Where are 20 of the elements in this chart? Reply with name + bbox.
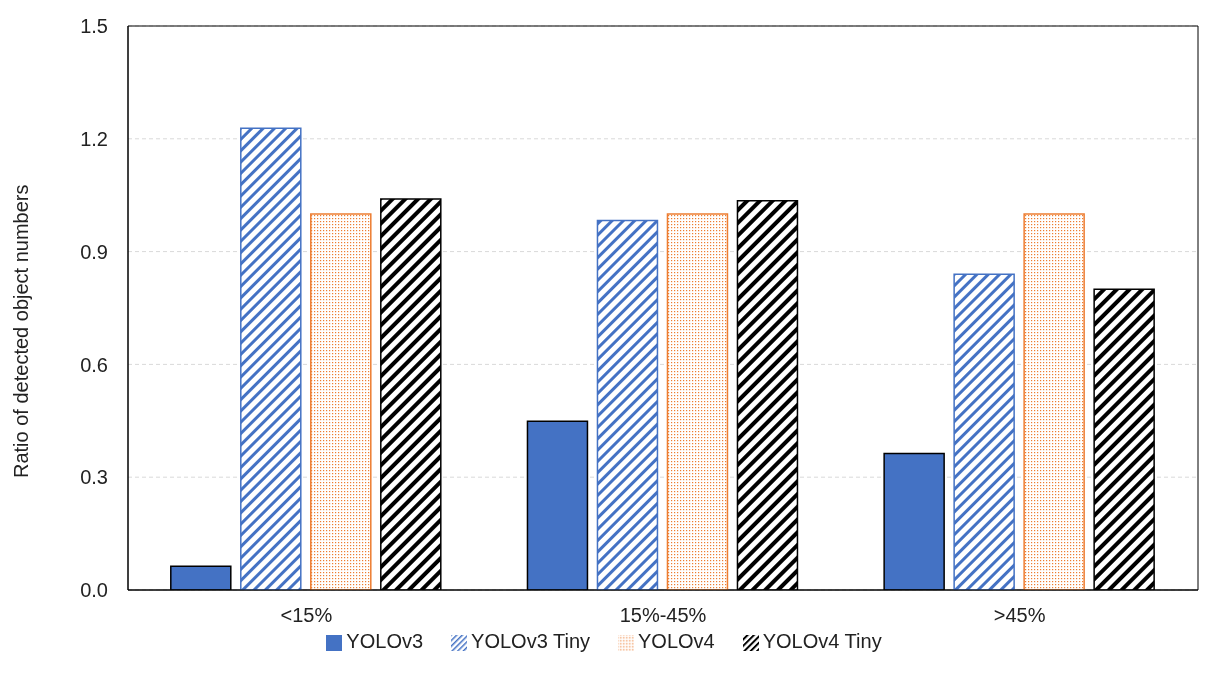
y-tick-label: 0.0 xyxy=(80,579,108,602)
x-tick-label: >45% xyxy=(993,604,1046,627)
legend-label: YOLOv3 xyxy=(346,630,424,652)
x-tick-label: 15%-45% xyxy=(619,604,707,627)
bar xyxy=(310,213,372,590)
bar xyxy=(953,273,1015,590)
bar xyxy=(240,127,302,590)
y-tick-label: 1.2 xyxy=(80,127,108,150)
y-tick-label: 0.9 xyxy=(80,240,108,263)
legend-label: YOLOv4 Tiny xyxy=(762,630,882,652)
y-tick-label: 1.5 xyxy=(80,15,108,38)
legend-label: YOLOv3 Tiny xyxy=(471,630,590,652)
legend-label: YOLOv4 xyxy=(638,630,715,652)
y-tick-label: 0.3 xyxy=(80,466,108,489)
y-tick-label: 0.6 xyxy=(80,353,108,376)
x-tick-label: <15% xyxy=(280,604,333,627)
bar xyxy=(596,219,659,590)
y-axis-title: Ratio of detected object numbers xyxy=(10,184,33,478)
bar xyxy=(1023,213,1085,590)
bar xyxy=(666,213,729,590)
